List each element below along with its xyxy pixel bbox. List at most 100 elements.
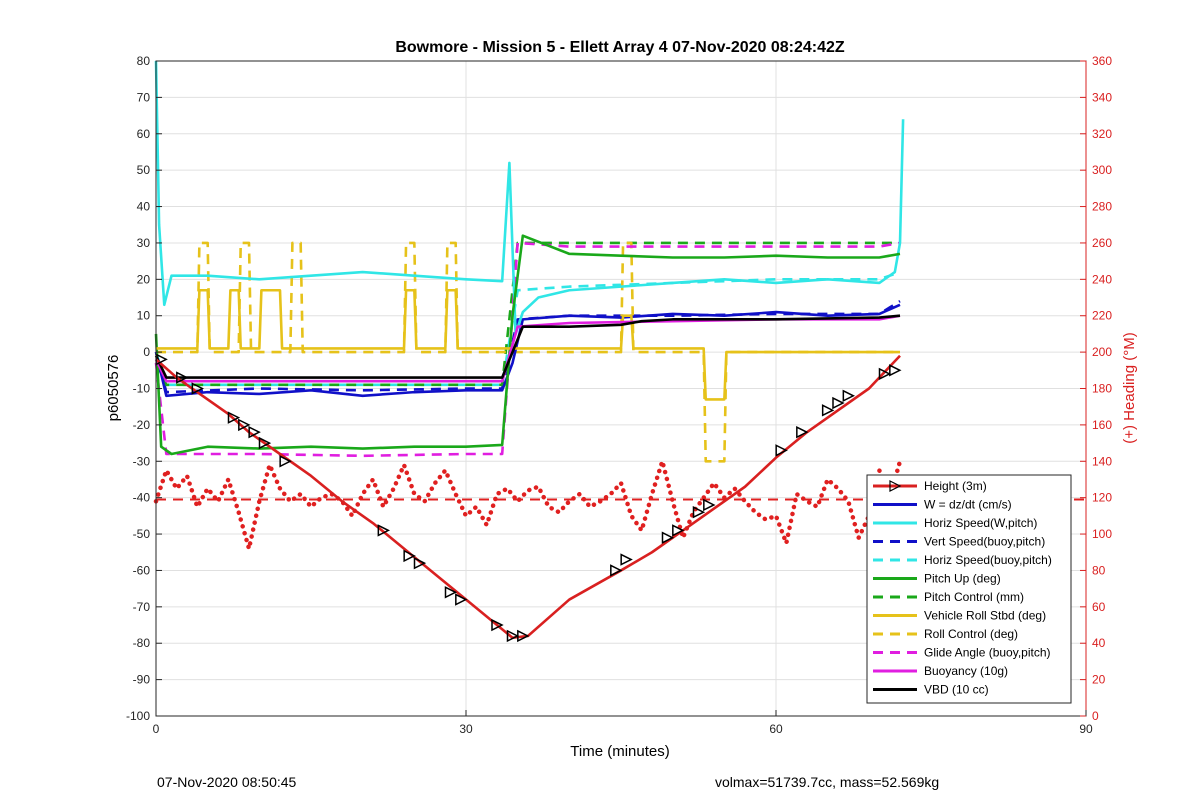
series-line bbox=[155, 354, 901, 640]
x-tick-label: 60 bbox=[769, 722, 783, 736]
x-tick-label: 30 bbox=[459, 722, 473, 736]
y-tick-label-right: 100 bbox=[1092, 527, 1112, 541]
y-tick-label-right: 300 bbox=[1092, 163, 1112, 177]
y-tick-label-right: 220 bbox=[1092, 309, 1112, 323]
y-tick-label-right: 160 bbox=[1092, 418, 1112, 432]
height-marker bbox=[672, 524, 685, 537]
y-tick-label-right: 180 bbox=[1092, 382, 1112, 396]
y-tick-label-right: 200 bbox=[1092, 345, 1112, 359]
legend-label: Pitch Control (mm) bbox=[924, 590, 1024, 604]
legend-marker bbox=[889, 480, 902, 492]
height-marker bbox=[248, 425, 261, 439]
legend-label: Horiz Speed(buoy,pitch) bbox=[924, 553, 1052, 567]
heading-series bbox=[153, 453, 903, 552]
series-line bbox=[156, 288, 900, 401]
height-marker bbox=[377, 524, 391, 537]
height-marker bbox=[692, 506, 706, 519]
legend-label: Pitch Up (deg) bbox=[924, 572, 1001, 586]
y-tick-label-right: 140 bbox=[1092, 454, 1112, 468]
height-marker bbox=[238, 418, 251, 432]
height-marker bbox=[889, 364, 902, 377]
y-tick-label-right: 0 bbox=[1092, 709, 1099, 723]
y-tick-label-right: 360 bbox=[1092, 54, 1112, 68]
height-marker bbox=[821, 404, 835, 417]
legend-label: Height (3m) bbox=[924, 479, 987, 493]
y-tick-label-left: 10 bbox=[137, 309, 151, 323]
y-axis-label-left: p6050576 bbox=[105, 355, 122, 422]
chart-title: Bowmore - Mission 5 - Ellett Array 4 07-… bbox=[395, 39, 845, 56]
height-marker bbox=[610, 564, 623, 577]
legend-box bbox=[866, 474, 1072, 704]
series-line bbox=[154, 241, 900, 387]
height-marker bbox=[227, 411, 241, 424]
height-marker bbox=[491, 618, 504, 632]
legend-label: VBD (10 cc) bbox=[924, 683, 989, 697]
x-tick-label: 90 bbox=[1079, 722, 1093, 736]
y-tick-label-left: 20 bbox=[137, 272, 151, 286]
y-tick-label-left: 70 bbox=[137, 90, 151, 104]
y-tick-label-right: 260 bbox=[1092, 236, 1112, 250]
legend-label: W = dz/dt (cm/s) bbox=[924, 498, 1012, 512]
series-line bbox=[154, 314, 901, 379]
series-line bbox=[154, 303, 901, 398]
series-line bbox=[154, 60, 905, 336]
height-marker bbox=[796, 425, 809, 439]
y-tick-label-left: -40 bbox=[133, 491, 151, 505]
height-marker bbox=[191, 382, 205, 395]
series-line bbox=[154, 234, 901, 456]
legend-label: Roll Control (deg) bbox=[924, 627, 1018, 641]
height-marker bbox=[413, 556, 427, 570]
y-tick-label-left: -30 bbox=[133, 454, 151, 468]
height-marker bbox=[775, 444, 788, 457]
y-axis-label-right: (+) Heading (°M) bbox=[1121, 332, 1138, 443]
y-tick-label-left: 30 bbox=[137, 236, 151, 250]
x-tick-label: 0 bbox=[153, 722, 160, 736]
y-tick-label-left: -80 bbox=[133, 636, 151, 650]
y-tick-label-right: 240 bbox=[1092, 272, 1112, 286]
legend: Height (3m) W = dz/dt (cm/s) Horiz Speed(W… bbox=[866, 474, 1072, 704]
y-tick-label-left: 80 bbox=[137, 54, 151, 68]
height-marker bbox=[258, 436, 272, 450]
y-tick-label-right: 60 bbox=[1092, 600, 1106, 614]
y-tick-label-left: -70 bbox=[133, 600, 151, 614]
y-tick-label-left: -90 bbox=[133, 673, 151, 687]
timestamp-footer: 07-Nov-2020 08:50:45 bbox=[157, 774, 297, 790]
y-tick-label-left: 0 bbox=[143, 345, 150, 359]
height-marker bbox=[455, 593, 468, 606]
height-marker bbox=[176, 371, 189, 384]
height-marker bbox=[506, 629, 520, 643]
y-tick-label-right: 80 bbox=[1092, 563, 1106, 577]
legend-label: Horiz Speed(W,pitch) bbox=[924, 516, 1037, 530]
mass-volume-footer: volmax=51739.7cc, mass=52.569kg bbox=[715, 774, 940, 790]
y-tick-label-left: -60 bbox=[133, 563, 151, 577]
y-tick-label-right: 320 bbox=[1092, 127, 1112, 141]
legend-label: Vert Speed(buoy,pitch) bbox=[924, 535, 1045, 549]
x-axis-label: Time (minutes) bbox=[570, 743, 669, 760]
height-marker bbox=[403, 549, 416, 563]
axes: 0 30 60 9080706050403020100-10-20-30-40-50-… bbox=[126, 54, 1112, 736]
y-tick-label-left: 50 bbox=[137, 163, 151, 177]
y-tick-label-left: 40 bbox=[137, 200, 151, 214]
y-tick-label-right: 40 bbox=[1092, 636, 1106, 650]
y-tick-label-left: -100 bbox=[126, 709, 150, 723]
height-marker bbox=[444, 586, 458, 599]
y-tick-label-left: -50 bbox=[133, 527, 151, 541]
y-tick-label-left: -10 bbox=[133, 382, 151, 396]
height-marker bbox=[703, 498, 716, 512]
plot-area bbox=[153, 60, 1086, 643]
height-marker bbox=[661, 531, 675, 544]
height-marker bbox=[878, 367, 892, 381]
y-tick-label-left: 60 bbox=[137, 127, 151, 141]
legend-label: Vehicle Roll Stbd (deg) bbox=[924, 609, 1046, 623]
height-marker bbox=[620, 553, 633, 566]
y-tick-label-right: 280 bbox=[1092, 200, 1112, 214]
height-marker bbox=[842, 389, 856, 402]
y-tick-label-right: 340 bbox=[1092, 90, 1112, 104]
y-tick-label-right: 20 bbox=[1092, 673, 1106, 687]
y-tick-label-right: 120 bbox=[1092, 491, 1112, 505]
legend-label: Glide Angle (buoy,pitch) bbox=[924, 646, 1051, 660]
y-tick-label-left: -20 bbox=[133, 418, 151, 432]
series-line bbox=[154, 270, 901, 387]
height-marker bbox=[517, 629, 530, 643]
